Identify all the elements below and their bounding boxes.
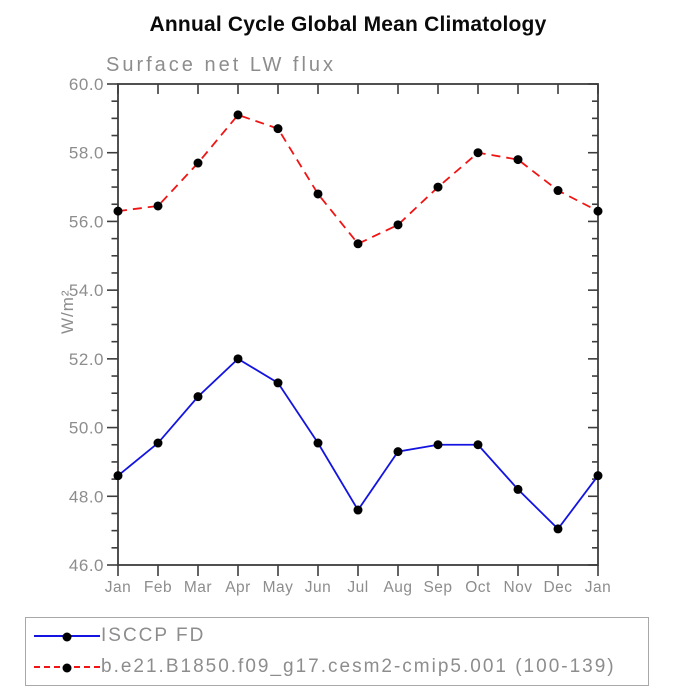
series-0-marker [553, 524, 563, 534]
x-tick-label: May [263, 579, 294, 596]
series-0-marker [273, 378, 283, 388]
series-line-1 [117, 113, 599, 245]
legend-marker-dot-icon [62, 663, 72, 673]
series-line-0 [117, 357, 599, 531]
series-0-marker [513, 484, 523, 494]
legend-row-model: b.e21.B1850.f09_g17.cesm2-cmip5.001 (100… [26, 653, 648, 681]
y-tick-label: 60.0 [69, 75, 104, 94]
series-0-marker [193, 392, 203, 402]
legend-line-sample-dashed [34, 663, 100, 673]
y-tick-label: 58.0 [69, 144, 104, 163]
series-1-marker [113, 206, 123, 216]
series-1-marker [433, 182, 443, 192]
series-1-marker [593, 206, 603, 216]
chart-subtitle: Surface net LW flux [106, 54, 337, 76]
x-tick-label: Jan [585, 579, 612, 596]
series-0-marker [353, 505, 363, 515]
legend-line-sample-solid [34, 632, 100, 642]
legend-marker-dot-icon [62, 632, 72, 642]
y-tick-label: 48.0 [69, 487, 104, 506]
series-1-marker [393, 220, 403, 230]
series-0-marker [393, 447, 403, 457]
y-tick-label: 56.0 [69, 212, 104, 231]
series-1-marker [473, 148, 483, 158]
series-1-marker [273, 124, 283, 134]
x-tick-label: Jul [347, 579, 368, 596]
series-0-marker [313, 438, 323, 448]
series-1-marker [553, 186, 563, 196]
y-tick-label: 50.0 [69, 419, 104, 438]
series-0-marker [233, 354, 243, 364]
x-tick-label: Jun [305, 579, 332, 596]
series-1-marker [193, 158, 203, 168]
series-1-marker [353, 239, 363, 249]
x-tick-label: Jan [105, 579, 132, 596]
y-tick-label: 46.0 [69, 556, 104, 575]
x-tick-label: Mar [184, 579, 212, 596]
chart-title: Annual Cycle Global Mean Climatology [149, 13, 547, 36]
series-0-marker [473, 440, 483, 450]
series-0-marker [153, 438, 163, 448]
series-1-marker [233, 110, 243, 120]
series-1-marker [313, 189, 323, 199]
series-0-marker [113, 471, 123, 481]
x-tick-label: Oct [465, 579, 491, 596]
x-tick-label: Nov [503, 579, 532, 596]
legend: ISCCP FD b.e21.B1850.f09_g17.cesm2-cmip5… [25, 617, 649, 686]
series-0-marker [433, 440, 443, 450]
x-tick-label: Sep [423, 579, 452, 596]
y-tick-label: 52.0 [69, 350, 104, 369]
legend-label-model: b.e21.B1850.f09_g17.cesm2-cmip5.001 (100… [101, 656, 616, 678]
series-1-marker [513, 155, 523, 165]
legend-row-isccp: ISCCP FD [26, 622, 648, 650]
x-tick-label: Aug [383, 579, 412, 596]
x-tick-label: Dec [543, 579, 572, 596]
axis-frame [117, 83, 599, 566]
series-1-marker [153, 201, 163, 211]
x-tick-label: Feb [144, 579, 172, 596]
x-tick-label: Apr [225, 579, 251, 596]
y-tick-label: 54.0 [69, 281, 104, 300]
series-0-marker [593, 471, 603, 481]
legend-label-isccp: ISCCP FD [101, 624, 206, 646]
